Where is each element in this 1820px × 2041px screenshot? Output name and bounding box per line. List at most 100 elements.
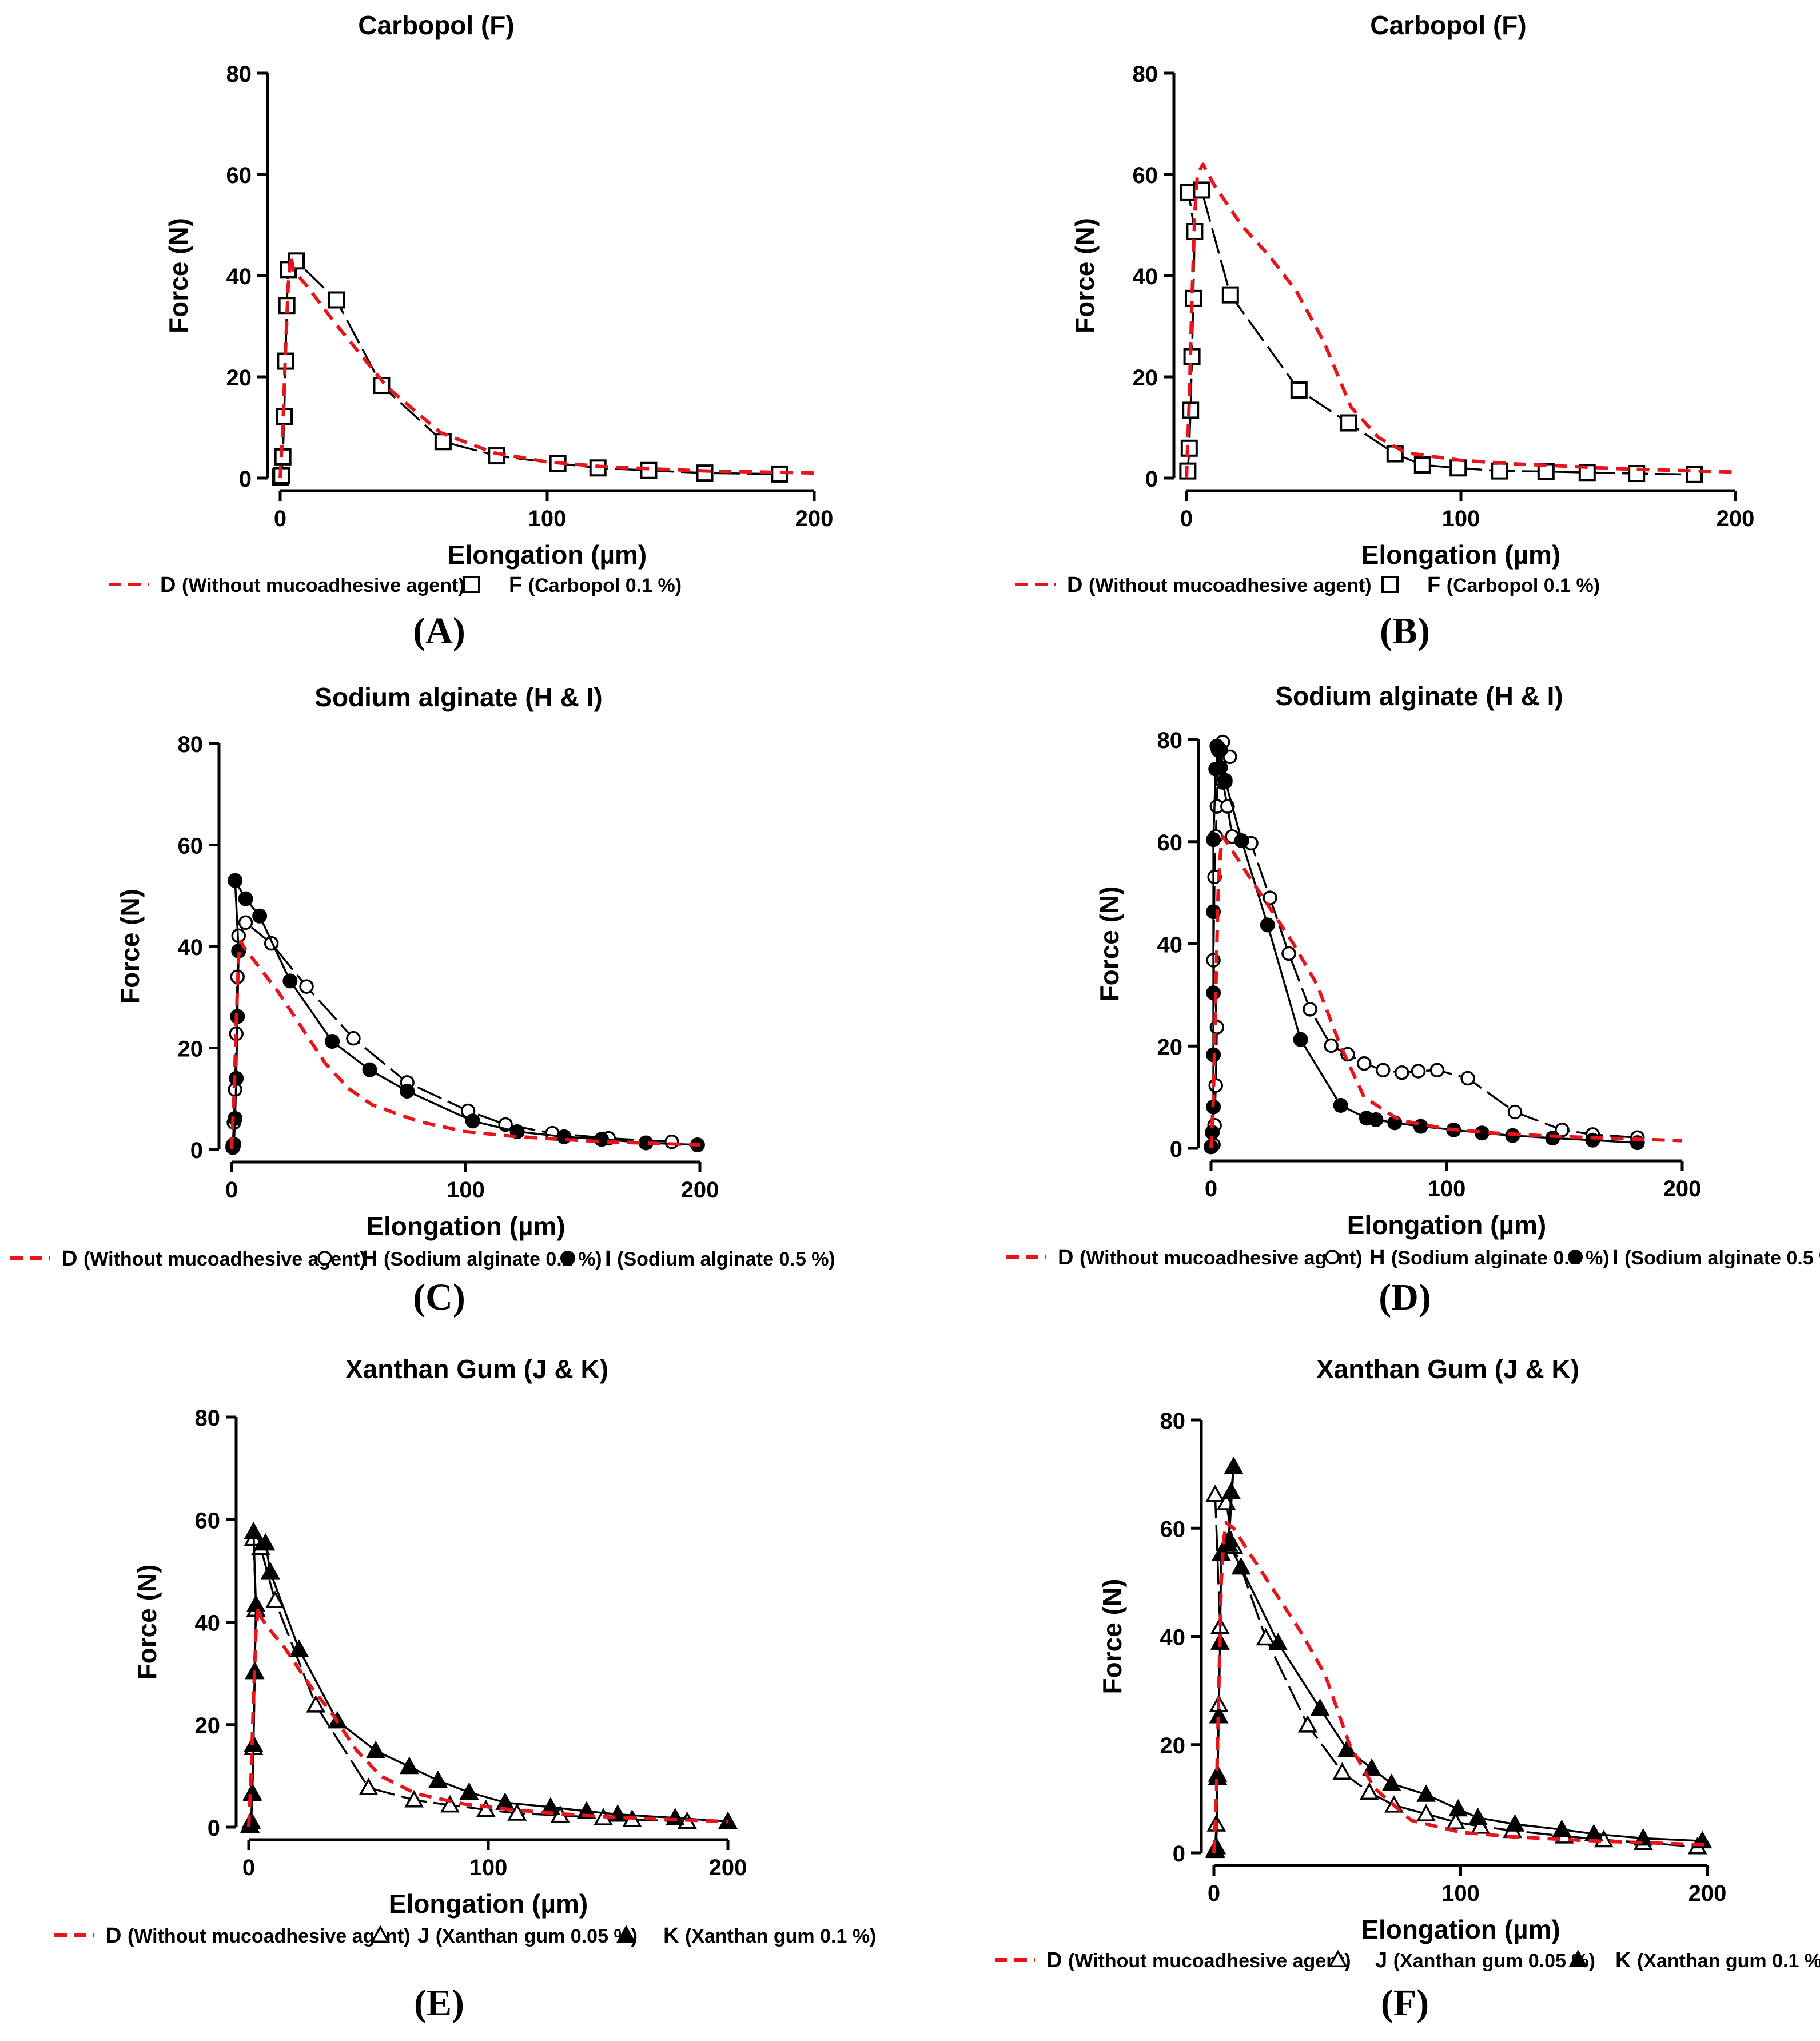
y-tick-label: 20	[178, 1037, 204, 1062]
x-axis-label: Elongation (µm)	[448, 540, 647, 570]
y-tick-label: 0	[1173, 1841, 1185, 1867]
data-point-i	[465, 1113, 480, 1129]
y-tick-label: 40	[1160, 1625, 1186, 1650]
panel-label: (C)	[413, 1276, 465, 1318]
data-point-f	[1491, 462, 1508, 480]
data-point-k	[1310, 1698, 1330, 1716]
legend: D (Without mucoadhesive agent) J (Xanthan…	[995, 1948, 1820, 1972]
legend-label-k: K (Xanthan gum 0.1 %)	[1615, 1948, 1820, 1972]
legend-label-f: F (Carbopol 0.1 %)	[1427, 573, 1600, 597]
legend-swatch-f	[1381, 576, 1399, 593]
data-point-k	[244, 1522, 264, 1539]
chart-panel-b: Carbopol (F) 0 20 40 60 80 0 100 200 Elongation (…	[1015, 10, 1754, 652]
data-point-i	[1213, 760, 1228, 775]
data-point-i	[1234, 833, 1249, 848]
y-tick-label: 40	[178, 935, 204, 960]
data-point-k	[399, 1756, 419, 1775]
data-point-i	[282, 973, 298, 989]
panel-label: (E)	[414, 1982, 464, 2024]
y-tick-label: 20	[1133, 365, 1158, 391]
data-point-h	[1208, 1078, 1223, 1093]
y-tick-label: 40	[1133, 264, 1158, 289]
data-point-k	[1505, 1814, 1525, 1832]
data-point-i	[1333, 1097, 1348, 1113]
data-point-k	[459, 1782, 479, 1800]
y-tick-label: 40	[1157, 933, 1183, 958]
data-point-f	[1290, 381, 1308, 399]
x-axis-label: Elongation (µm)	[1361, 540, 1560, 570]
data-point-k	[428, 1770, 448, 1788]
x-tick-label: 100	[1441, 1881, 1480, 1906]
series-line-k	[249, 1531, 728, 1826]
data-point-j	[507, 1803, 527, 1821]
data-point-i	[252, 908, 268, 924]
y-tick-label: 20	[195, 1713, 221, 1738]
legend-swatch-j	[1328, 1950, 1348, 1967]
data-point-j	[476, 1799, 496, 1817]
data-point-k	[1416, 1784, 1436, 1802]
legend-label-j: J (Xanthan gum 0.05 %)	[1375, 1948, 1595, 1972]
chart-title: Sodium alginate (H & I)	[314, 682, 602, 712]
series-line-h	[1212, 741, 1638, 1145]
data-point-j	[359, 1777, 379, 1795]
data-point-f	[696, 464, 714, 482]
x-tick-label: 100	[528, 506, 567, 531]
legend-swatch-k	[1568, 1950, 1588, 1967]
data-point-i	[1206, 985, 1221, 1001]
data-point-f	[328, 291, 345, 309]
data-point-i	[228, 873, 243, 888]
data-point-h	[346, 1031, 361, 1046]
legend-label-d: D (Without mucoadhesive agent)	[1046, 1948, 1351, 1972]
series-line-d	[1212, 1521, 1708, 1853]
x-tick-label: 100	[447, 1177, 485, 1203]
y-tick-label: 60	[1160, 1517, 1186, 1542]
data-point-j	[1445, 1812, 1465, 1830]
y-axis-label: Force (N)	[1070, 218, 1100, 333]
panel-label: (A)	[413, 610, 465, 652]
data-point-h	[1324, 1038, 1339, 1053]
legend-swatch-i	[1568, 1250, 1583, 1264]
y-axis-label: Force (N)	[132, 1565, 162, 1680]
series-line-d	[278, 253, 815, 479]
data-point-i	[238, 891, 253, 906]
y-tick-label: 0	[208, 1816, 220, 1841]
data-point-h	[1303, 1002, 1317, 1017]
legend: D (Without mucoadhesive agent)H (Sodium …	[1006, 1246, 1820, 1270]
data-point-j	[404, 1789, 424, 1808]
data-point-i	[226, 1137, 242, 1152]
data-point-k	[260, 1562, 280, 1580]
y-tick-label: 0	[1145, 467, 1158, 492]
y-axis-label: Force (N)	[164, 218, 193, 333]
x-tick-label: 100	[1442, 506, 1480, 531]
series-line-d	[247, 1605, 728, 1828]
x-tick-label: 200	[795, 506, 834, 531]
y-axis-label: Force (N)	[115, 889, 145, 1004]
y-tick-label: 60	[226, 163, 252, 188]
x-tick-label: 100	[1428, 1176, 1466, 1201]
data-point-i	[1209, 738, 1225, 754]
legend-label-d: D (Without mucoadhesive agent)	[1058, 1246, 1363, 1270]
y-tick-label: 60	[195, 1508, 221, 1533]
data-point-i	[1206, 832, 1221, 848]
data-point-k	[1224, 1456, 1244, 1474]
data-point-k	[1468, 1807, 1488, 1825]
panel-label: (D)	[1379, 1276, 1431, 1318]
data-point-j	[1359, 1782, 1379, 1800]
legend-swatch-h	[317, 1251, 332, 1266]
x-axis-label: Elongation (µm)	[1361, 1915, 1560, 1944]
y-axis-label: Force (N)	[1094, 886, 1124, 1002]
legend-label-j: J (Xanthan gum 0.05 %)	[417, 1924, 638, 1948]
data-point-f	[1386, 445, 1404, 463]
data-point-h	[1460, 1071, 1475, 1086]
data-point-j	[306, 1695, 326, 1713]
data-point-i	[1260, 917, 1275, 933]
data-point-k	[256, 1533, 276, 1551]
y-tick-label: 80	[1160, 1409, 1186, 1434]
chart-panel-f: Xanthan Gum (J & K) 0 20 40 60 80 0 100 200 Elong…	[995, 1354, 1820, 2024]
y-tick-label: 20	[226, 365, 252, 391]
x-tick-label: 0	[225, 1177, 238, 1203]
legend-swatch-j	[371, 1925, 390, 1943]
data-point-k	[366, 1740, 386, 1758]
legend-label-d: D (Without mucoadhesive agent)	[106, 1924, 411, 1948]
y-tick-label: 80	[178, 732, 204, 757]
